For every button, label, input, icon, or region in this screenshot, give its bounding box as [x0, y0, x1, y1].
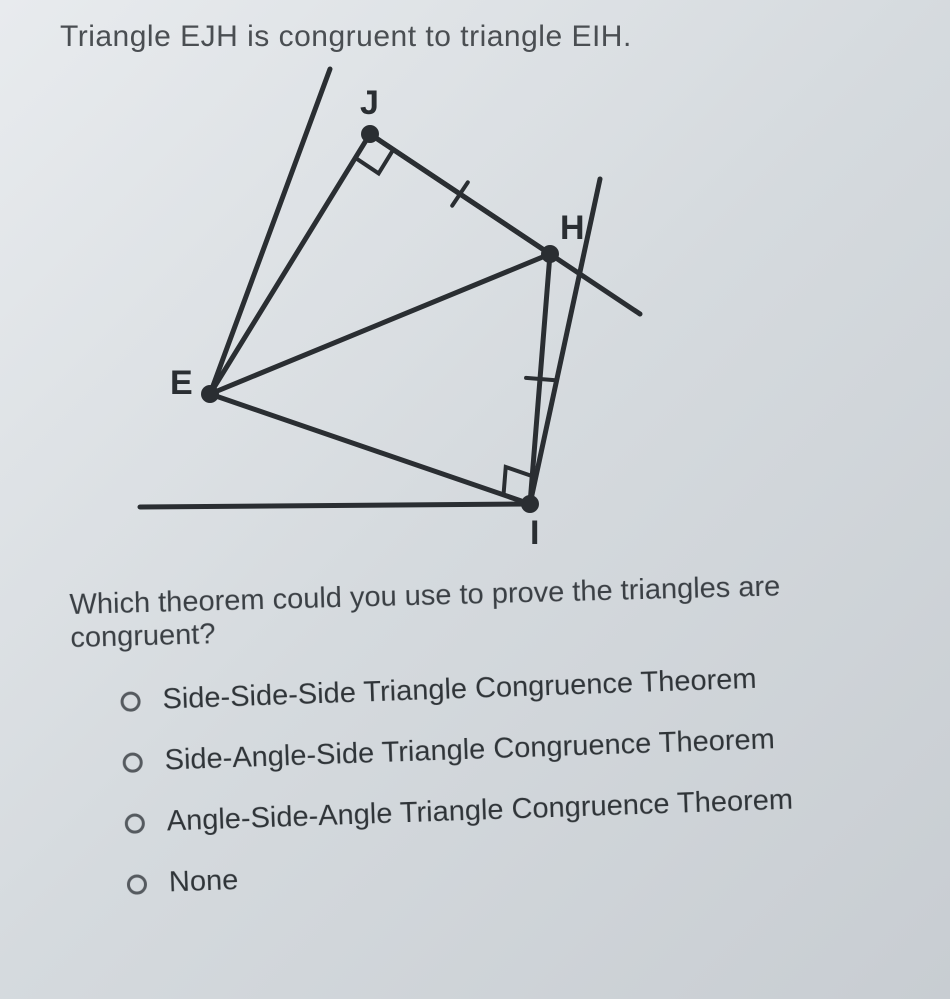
svg-text:I: I — [530, 514, 539, 552]
radio-icon — [120, 691, 141, 712]
diagram-svg: E J H I — [100, 64, 700, 564]
option-label: Side-Angle-Side Triangle Congruence Theo… — [164, 723, 775, 777]
radio-icon — [124, 813, 145, 834]
question-text: Which theorem could you use to prove the… — [69, 567, 910, 655]
svg-text:H: H — [560, 209, 585, 247]
option-asa[interactable]: Angle-Side-Angle Triangle Congruence The… — [124, 779, 915, 840]
page-container: Triangle EJH is congruent to triangle EI… — [0, 0, 950, 999]
radio-icon — [122, 752, 143, 773]
options-list: Side-Side-Side Triangle Congruence Theor… — [120, 657, 917, 900]
option-none[interactable]: None — [126, 840, 917, 901]
svg-text:E: E — [170, 364, 193, 402]
option-label: Side-Side-Side Triangle Congruence Theor… — [162, 663, 757, 717]
option-sss[interactable]: Side-Side-Side Triangle Congruence Theor… — [120, 657, 911, 718]
option-label: None — [168, 864, 238, 899]
svg-text:J: J — [360, 84, 379, 122]
option-label: Angle-Side-Angle Triangle Congruence The… — [166, 784, 793, 839]
radio-icon — [127, 874, 148, 895]
option-sas[interactable]: Side-Angle-Side Triangle Congruence Theo… — [122, 718, 913, 779]
geometry-diagram: E J H I — [100, 64, 910, 569]
prompt-text: Triangle EJH is congruent to triangle EI… — [60, 20, 910, 54]
